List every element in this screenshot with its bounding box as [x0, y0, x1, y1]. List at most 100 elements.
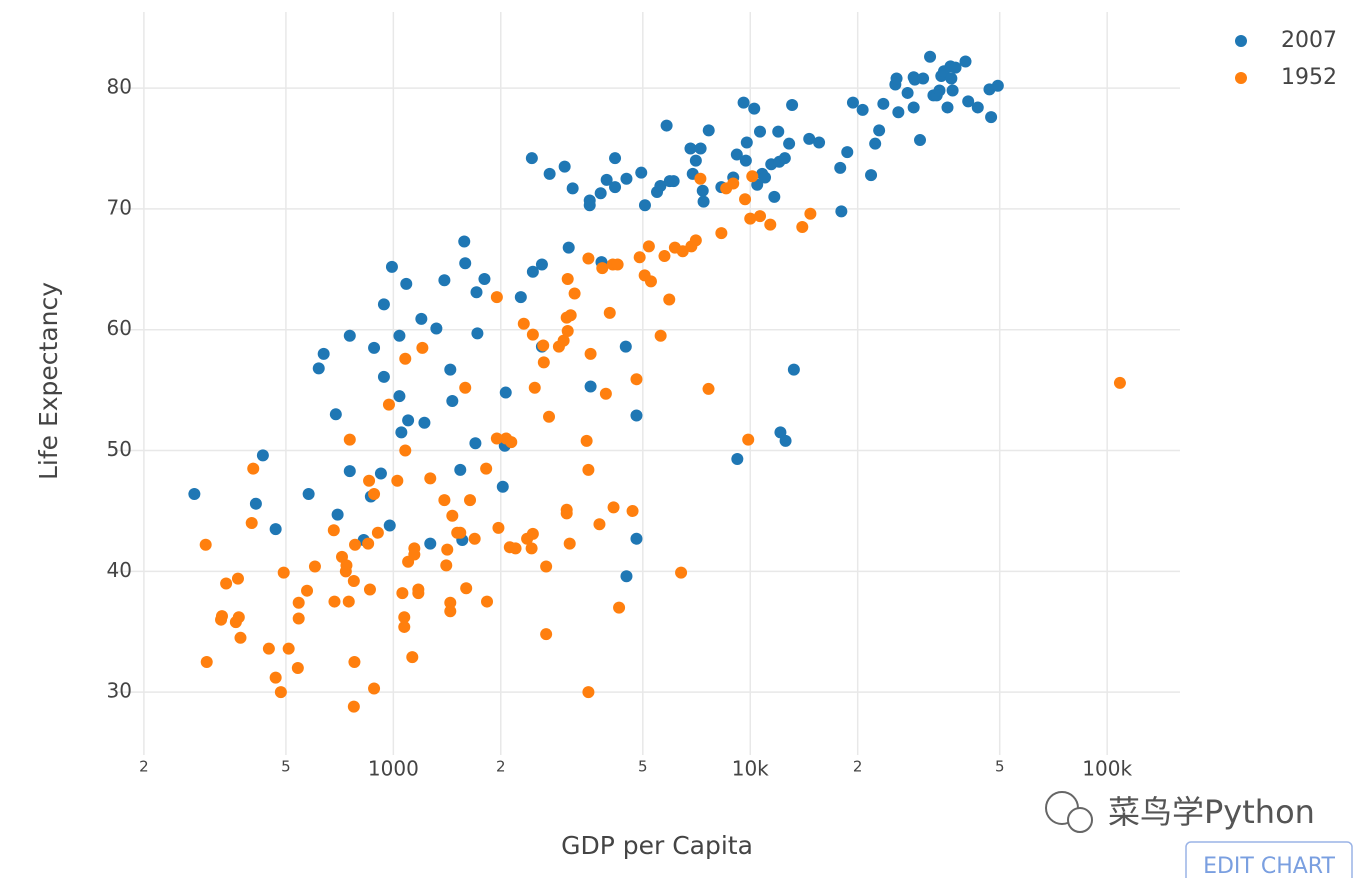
data-point	[232, 611, 245, 624]
data-point	[748, 102, 761, 115]
y-tick-label: 60	[107, 316, 132, 340]
data-point	[971, 101, 984, 114]
data-point	[396, 587, 409, 600]
data-point	[783, 137, 796, 150]
x-tick-label: 5	[995, 758, 1005, 776]
data-point	[543, 167, 556, 180]
watermark-icon	[1067, 807, 1093, 833]
data-point	[274, 686, 287, 699]
data-point	[382, 398, 395, 411]
data-point	[892, 106, 905, 119]
data-point	[985, 111, 998, 124]
data-point	[727, 177, 740, 190]
data-point	[368, 682, 381, 695]
data-point	[558, 160, 571, 173]
data-point	[402, 414, 415, 427]
data-point	[633, 251, 646, 264]
data-point	[468, 532, 481, 545]
data-point	[347, 575, 360, 588]
data-point	[292, 612, 305, 625]
data-point	[496, 480, 509, 493]
data-point	[444, 363, 457, 376]
data-point	[262, 642, 275, 655]
data-point	[234, 631, 247, 644]
data-point	[481, 595, 494, 608]
data-point	[395, 426, 408, 439]
data-point	[525, 542, 538, 555]
y-axis-title: Life Expectancy	[34, 282, 63, 480]
data-point	[609, 152, 622, 165]
data-point	[317, 347, 330, 360]
data-point	[200, 655, 213, 668]
data-point	[363, 474, 376, 487]
data-point	[667, 175, 680, 188]
data-point	[220, 577, 233, 590]
data-point	[269, 523, 282, 536]
y-tick-label: 40	[107, 558, 132, 582]
data-point	[560, 507, 573, 520]
data-point	[312, 362, 325, 375]
data-point	[731, 453, 744, 466]
data-point	[368, 341, 381, 354]
data-point	[291, 662, 304, 675]
data-point	[582, 463, 595, 476]
data-point	[739, 154, 752, 167]
data-point	[424, 472, 437, 485]
data-point	[619, 340, 632, 353]
data-point	[803, 132, 816, 145]
data-point	[917, 72, 930, 85]
watermark: 菜鸟学Python	[1045, 791, 1315, 833]
data-point	[528, 381, 541, 394]
x-tick-label: 1000	[368, 757, 419, 781]
data-point	[535, 258, 548, 271]
y-tick-label: 80	[107, 75, 132, 99]
data-point	[329, 408, 342, 421]
data-point	[416, 341, 429, 354]
data-point	[564, 309, 577, 322]
button-label[interactable]: EDIT CHART	[1203, 854, 1335, 878]
data-point	[391, 474, 404, 487]
data-point	[813, 136, 826, 149]
data-point	[949, 61, 962, 74]
data-point	[499, 386, 512, 399]
data-point	[583, 199, 596, 212]
data-point	[490, 432, 503, 445]
data-point	[277, 566, 290, 579]
data-point	[946, 84, 959, 97]
data-point	[697, 195, 710, 208]
data-point	[715, 227, 728, 240]
data-point	[584, 347, 597, 360]
data-point	[348, 655, 361, 668]
x-axis-title: GDP per Capita	[561, 831, 753, 860]
x-tick-label: 2	[139, 758, 149, 776]
data-point	[492, 521, 505, 534]
data-point	[215, 610, 228, 623]
data-point	[568, 287, 581, 300]
data-point	[613, 601, 626, 614]
data-point	[363, 583, 376, 596]
data-point	[347, 700, 360, 713]
button-frame[interactable]	[1185, 841, 1353, 878]
data-point	[188, 488, 201, 501]
data-point	[540, 628, 553, 641]
legend: 2007 1952	[1235, 28, 1337, 90]
data-point	[302, 488, 315, 501]
data-point	[635, 166, 648, 179]
data-point	[768, 190, 781, 203]
x-tick-label: 100k	[1082, 757, 1132, 781]
data-point	[869, 137, 882, 150]
data-point	[385, 260, 398, 273]
data-point	[754, 210, 767, 223]
data-point	[593, 518, 606, 531]
data-point	[301, 584, 314, 597]
data-point	[561, 272, 574, 285]
data-point	[458, 235, 471, 248]
data-point	[459, 257, 472, 270]
data-point	[742, 433, 755, 446]
data-point	[438, 494, 451, 507]
data-point	[787, 363, 800, 376]
edit-chart-button[interactable]: EDIT CHART	[1185, 841, 1353, 878]
data-point	[490, 291, 503, 304]
data-point	[620, 172, 633, 185]
data-point	[740, 136, 753, 149]
